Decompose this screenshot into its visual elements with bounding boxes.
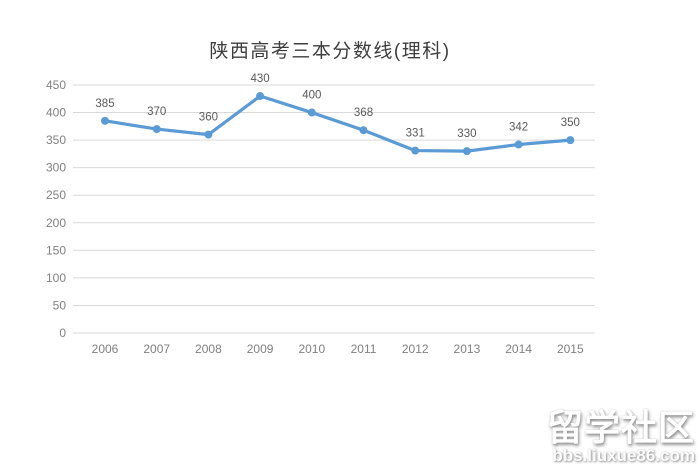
watermark: 留学社区 bbs.liuxue86.com — [546, 407, 695, 465]
watermark-site-url: bbs.liuxue86.com — [552, 446, 695, 465]
x-axis-tick-label: 2007 — [143, 342, 170, 356]
data-point-label: 370 — [147, 106, 166, 118]
data-point-label: 368 — [354, 107, 373, 119]
series-line — [103, 94, 572, 153]
data-point-marker — [462, 147, 471, 156]
data-point-label: 331 — [406, 128, 425, 140]
data-point-marker — [307, 108, 316, 117]
y-axis-tick-label: 450 — [46, 78, 66, 92]
x-axis-tick-label: 2011 — [351, 342, 377, 356]
y-axis-tick-label: 250 — [46, 188, 66, 202]
y-axis-tick-label: 350 — [46, 133, 66, 147]
y-axis-tick-label: 200 — [46, 216, 66, 230]
data-point-marker — [359, 126, 368, 135]
data-point-label: 400 — [302, 90, 321, 102]
y-axis-tick-label: 400 — [46, 106, 66, 120]
y-axis-tick-label: 150 — [46, 243, 66, 257]
x-axis-tick-label: 2012 — [402, 342, 429, 356]
y-axis-tick-label: 100 — [46, 271, 66, 285]
data-point-marker — [256, 92, 265, 101]
data-point-marker — [411, 146, 420, 155]
data-point-marker — [566, 136, 575, 145]
watermark-site-name: 留学社区 — [546, 407, 695, 448]
data-point-label: 385 — [95, 98, 114, 110]
data-point-marker — [204, 130, 213, 139]
data-point-marker — [101, 116, 109, 125]
y-axis-tick-label: 0 — [59, 326, 66, 340]
data-point-marker — [152, 125, 161, 134]
data-point-label: 430 — [251, 73, 270, 85]
data-point-label: 330 — [457, 128, 476, 140]
chart-title: 陕西高考三本分数线(理科) — [209, 41, 451, 62]
y-axis-tick-label: 50 — [53, 298, 67, 312]
x-axis-tick-label: 2014 — [505, 342, 532, 356]
x-axis-tick-label: 2008 — [195, 342, 222, 356]
x-axis-tick-label: 2013 — [454, 342, 481, 356]
x-axis-tick-label: 2010 — [298, 342, 325, 356]
data-point-label: 342 — [509, 122, 528, 134]
x-axis-tick-label: 2006 — [92, 342, 119, 356]
x-axis-tick-label: 2015 — [557, 342, 584, 356]
data-point-label: 360 — [199, 112, 218, 124]
data-point-label: 350 — [561, 117, 580, 129]
x-axis-tick-label: 2009 — [247, 342, 274, 356]
y-axis-tick-label: 300 — [46, 161, 66, 175]
data-point-marker — [514, 140, 523, 149]
